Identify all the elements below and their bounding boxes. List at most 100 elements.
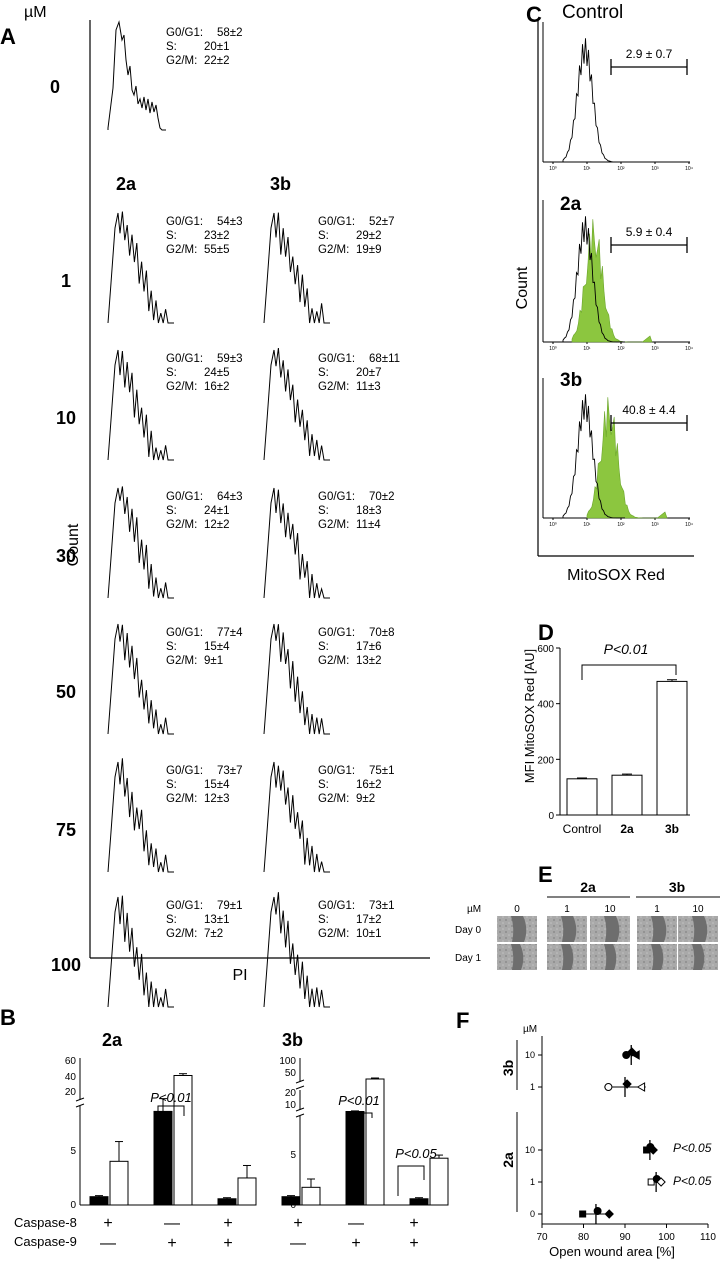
panel-b-title-2a: 2a (102, 1030, 123, 1050)
histogram-a (107, 758, 174, 873)
significance-bracket (397, 1165, 425, 1196)
stats-label: S: (318, 505, 329, 517)
tick-label: 200 (537, 755, 554, 766)
stats-value: 12±3 (204, 793, 230, 805)
tick-label: 20 (65, 1087, 77, 1098)
panel-e-label: E (538, 862, 553, 887)
tick-label: 0 (548, 811, 554, 822)
dose-label: 1 (530, 1177, 535, 1187)
stats-label: G2/M: (166, 793, 197, 805)
bar-control (89, 1196, 109, 1206)
row-label-caspase-8: Caspase-8 (14, 1215, 77, 1230)
stats-label: G0/G1: (318, 491, 355, 503)
panel-a: A µM Count PI 2a 3b 0 G0/G1: 58±2 S: 20±… (0, 4, 430, 1008)
stats-label: G2/M: (318, 519, 349, 531)
stats-value: 29±2 (356, 230, 382, 242)
stats-value: 68±11 (369, 353, 400, 365)
chart-caspase-2a: 60 40 20 5 0 P<0.01 (65, 1056, 257, 1211)
stats-label: G2/M: (166, 928, 197, 940)
stats-label: S: (166, 505, 177, 517)
bar (566, 778, 598, 816)
panel-b-label: B (0, 1005, 16, 1030)
dose-label: 50 (56, 682, 76, 702)
data-point (656, 1177, 666, 1187)
histogram-b (263, 761, 330, 873)
axis-break (75, 1103, 85, 1108)
stats-value: 12±2 (204, 519, 230, 531)
tick-label: 10 (285, 1100, 297, 1111)
stats-value: 70±2 (369, 491, 395, 503)
stats-value: 7±2 (204, 928, 223, 940)
stats-label: G0/G1: (166, 900, 203, 912)
gate-value: 5.9 ± 0.4 (626, 225, 673, 239)
stats-label: G0/G1: (318, 900, 355, 912)
stats-value: 11±4 (356, 519, 381, 531)
stats-value: 22±2 (204, 55, 230, 67)
tick-label: 10¹ (583, 522, 591, 528)
histogram-control (562, 394, 625, 519)
wound-gap (561, 916, 577, 942)
dose-label: 0 (514, 904, 520, 915)
stats-value: 15±4 (204, 641, 230, 653)
panel-f-group-3b: 3b (500, 1060, 516, 1076)
caspase-8-sign: — (348, 1215, 364, 1232)
tick-label: 60 (65, 1056, 77, 1067)
caspase-8-sign: + (103, 1215, 112, 1232)
histogram-treated (586, 397, 668, 519)
stats-label: G2/M: (318, 381, 349, 393)
data-point (631, 1050, 640, 1060)
histogram-a (107, 486, 174, 599)
stats-value: 15±4 (204, 779, 230, 791)
stats-value: 9±1 (204, 655, 223, 667)
stats-value: 52±7 (369, 216, 395, 228)
panel-c-ylabel: Count (514, 266, 531, 309)
stats-label: G2/M: (166, 55, 197, 67)
stats-label: G2/M: (166, 244, 197, 256)
p-value: P<0.01 (338, 1093, 380, 1108)
stats-value: 73±7 (217, 765, 243, 777)
stats-label: G0/G1: (318, 627, 355, 639)
tick-label: 10⁰ (549, 522, 557, 528)
caspase-8-sign: + (293, 1215, 302, 1232)
stats-label: S: (166, 41, 177, 53)
stats-value: 16±2 (204, 381, 230, 393)
caspase-9-sign: — (100, 1235, 116, 1252)
panel-c-label: C (526, 2, 542, 27)
tick-label: 400 (537, 700, 554, 711)
panel-d-label: D (538, 620, 554, 645)
panel-e: E 2a 3b µM Day 0 Day 1 0 1 10 1 10 (455, 862, 720, 970)
wound-gap (604, 916, 620, 942)
stats-label: S: (318, 367, 329, 379)
tick-label: 10² (617, 346, 625, 352)
stats-value: 55±5 (204, 244, 230, 256)
histogram-b (263, 487, 330, 599)
panel-e-group-2a: 2a (580, 879, 596, 895)
stats-value: 54±3 (217, 216, 243, 228)
tick-label: 10² (617, 166, 625, 172)
axis-break (295, 1079, 305, 1084)
wound-gap (604, 944, 617, 970)
panel-d-ylabel: MFI MitoSOX Red [AU] (522, 649, 537, 783)
histogram-a (107, 623, 174, 735)
panel-a-unit: µM (24, 4, 47, 21)
tick-label: 100 (279, 1056, 296, 1067)
stats-value: 73±1 (369, 900, 395, 912)
wound-gap (692, 916, 708, 942)
panel-c-label-2a: 2a (560, 194, 582, 215)
p-value: P<0.01 (604, 641, 649, 657)
stats-value: 13±1 (204, 914, 230, 926)
stats-label: G2/M: (166, 519, 197, 531)
stats-label: G2/M: (166, 655, 197, 667)
panel-f-label: F (456, 1008, 469, 1033)
caspase-8-sign: — (164, 1215, 180, 1232)
stats-value: 70±8 (369, 627, 395, 639)
tick-label: 10⁰ (549, 346, 557, 352)
tick-label: 5 (70, 1146, 76, 1157)
p-value: P<0.01 (150, 1090, 192, 1105)
panel-e-group-3b: 3b (669, 879, 685, 895)
tick-label: 90 (619, 1232, 631, 1243)
panel-e-unit: µM (467, 904, 481, 915)
stats-label: S: (318, 641, 329, 653)
histogram-b (263, 623, 330, 735)
